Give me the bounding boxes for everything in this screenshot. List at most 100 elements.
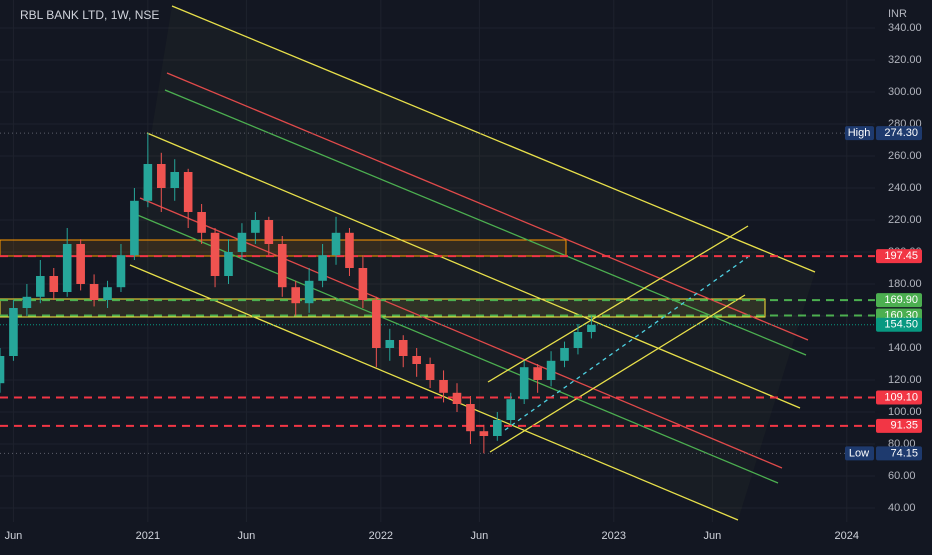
candle-body — [452, 392, 462, 404]
candle-body — [143, 164, 153, 201]
candle-body — [224, 252, 233, 276]
candle-body — [0, 356, 5, 384]
candle-body — [479, 431, 489, 436]
candle-body — [412, 356, 421, 364]
x-tick-label: 2022 — [369, 530, 393, 542]
candle-body — [89, 284, 99, 300]
level-label: 109.10 — [884, 391, 918, 403]
candle-body — [560, 348, 569, 361]
level-badge — [876, 249, 922, 264]
drawings — [0, 5, 816, 521]
marker-value-label: 274.30 — [884, 127, 918, 139]
candle-body — [587, 324, 596, 332]
candle-body — [264, 220, 274, 244]
trend-line — [166, 72, 809, 341]
x-tick-label: Jun — [703, 530, 721, 542]
marker-name: Low — [849, 447, 869, 459]
candle-body — [304, 280, 314, 304]
candle-body — [76, 244, 85, 284]
candle-body — [49, 276, 59, 292]
zone-box — [0, 298, 766, 318]
level-badge — [876, 390, 922, 405]
marker-name: High — [848, 127, 871, 139]
candle-body — [22, 296, 32, 308]
candle-body — [291, 287, 300, 304]
candle-body — [345, 232, 354, 268]
x-tick-label: Jun — [471, 530, 489, 542]
last-price-badge — [876, 317, 922, 332]
candle-body — [116, 255, 126, 288]
level-label: 91.35 — [890, 420, 918, 432]
candle-body — [506, 399, 516, 420]
candle-body — [573, 332, 583, 348]
levels — [0, 132, 875, 454]
candle-body — [466, 404, 475, 432]
y-tick-label: 320.00 — [888, 54, 922, 66]
y-tick-label: 260.00 — [888, 150, 922, 162]
chart-title: RBL BANK LTD, 1W, NSE — [20, 8, 159, 22]
y-tick-label: 300.00 — [888, 86, 922, 98]
candle-body — [36, 276, 45, 297]
y-tick-label: 140.00 — [888, 342, 922, 354]
candle-body — [62, 244, 72, 292]
x-tick-label: 2024 — [835, 530, 859, 542]
level-badge — [876, 418, 922, 433]
candle-body — [358, 268, 368, 300]
y-tick-label: 100.00 — [888, 406, 922, 418]
trend-line — [487, 225, 749, 383]
level-badge — [876, 293, 922, 308]
trend-line — [146, 132, 801, 409]
trend-line — [129, 264, 739, 521]
x-tick-label: Jun — [5, 530, 23, 542]
price-axis: 40.0060.0080.00100.00120.00140.00160.001… — [5, 22, 922, 542]
y-tick-label: 340.00 — [888, 22, 922, 34]
candle-body — [519, 367, 529, 400]
y-tick-label: 40.00 — [888, 502, 916, 514]
candle-body — [372, 300, 381, 348]
marker-name-badge — [845, 126, 874, 141]
grid — [0, 0, 875, 522]
candle-body — [385, 340, 395, 348]
candle-body — [425, 364, 435, 380]
y-tick-label: 120.00 — [888, 374, 922, 386]
candle-body — [251, 220, 260, 233]
candle-body — [197, 212, 206, 233]
candle-body — [130, 200, 139, 256]
candle-body — [439, 380, 448, 393]
y-tick-label: 220.00 — [888, 214, 922, 226]
trend-line — [139, 197, 783, 469]
trend-line — [171, 5, 816, 273]
candle-body — [183, 172, 193, 212]
marker-value-badge — [876, 446, 922, 461]
candle-body — [277, 244, 287, 288]
marker-value-label: 74.15 — [890, 447, 918, 459]
y-tick-label: 60.00 — [888, 470, 916, 482]
y-tick-label: 240.00 — [888, 182, 922, 194]
candle-body — [398, 340, 408, 356]
currency-label: INR — [888, 8, 907, 20]
candle-body — [170, 172, 180, 188]
x-tick-label: 2023 — [602, 530, 626, 542]
candle-body — [331, 232, 341, 256]
y-tick-label: 180.00 — [888, 278, 922, 290]
candle-body — [493, 420, 502, 436]
level-label: 169.90 — [884, 294, 918, 306]
trend-line — [164, 89, 807, 356]
x-tick-label: 2021 — [136, 530, 160, 542]
x-tick-label: Jun — [238, 530, 256, 542]
candle-body — [237, 232, 247, 252]
level-label: 197.45 — [884, 250, 918, 262]
candle-body — [103, 287, 112, 300]
candle-body — [318, 255, 327, 281]
candle-body — [533, 367, 542, 380]
marker-value-badge — [876, 126, 922, 141]
last-price-label: 154.50 — [884, 319, 918, 331]
candle-body — [156, 164, 166, 188]
candles — [0, 133, 596, 454]
candle-body — [210, 232, 220, 276]
marker-name-badge — [845, 446, 874, 461]
candle-body — [9, 308, 18, 356]
candle-body — [546, 360, 556, 380]
trend-line — [504, 256, 749, 431]
